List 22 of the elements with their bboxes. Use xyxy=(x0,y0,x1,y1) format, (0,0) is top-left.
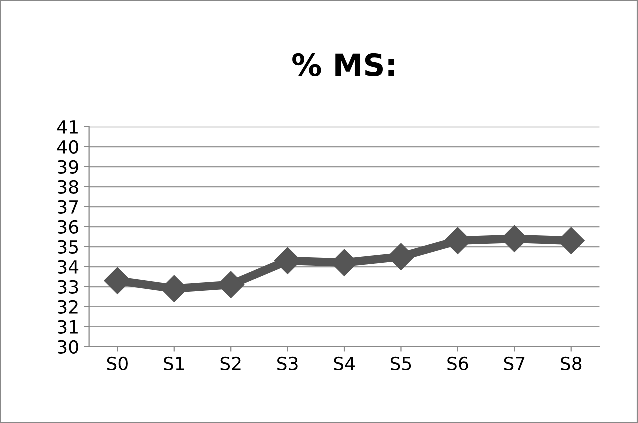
x-tick-label: S7 xyxy=(504,356,525,371)
x-tick-label: S4 xyxy=(334,356,355,371)
x-tick-label: S6 xyxy=(448,356,468,371)
y-tick-label: 34 xyxy=(58,260,79,274)
x-tick-label: S1 xyxy=(164,356,184,371)
y-tick-label: 30 xyxy=(58,340,78,354)
x-tick-label: S5 xyxy=(390,356,412,371)
y-tick-label: 41 xyxy=(58,120,78,134)
x-tick-label: S8 xyxy=(561,356,582,371)
x-tick-label: S2 xyxy=(220,356,241,371)
y-tick-label: 36 xyxy=(58,220,78,234)
y-tick-label: 39 xyxy=(58,160,78,174)
y-tick-label: 40 xyxy=(58,140,78,154)
x-tick-label: S3 xyxy=(278,356,298,371)
y-tick-label: 37 xyxy=(58,200,78,214)
x-tick-label: S0 xyxy=(107,356,128,371)
y-tick-label: 35 xyxy=(58,240,78,254)
y-tick-label: 32 xyxy=(58,300,78,314)
chart-title: % MS: xyxy=(292,53,394,77)
y-tick-label: 38 xyxy=(58,180,78,194)
y-tick-label: 33 xyxy=(58,280,78,294)
y-tick-label: 31 xyxy=(58,320,78,334)
